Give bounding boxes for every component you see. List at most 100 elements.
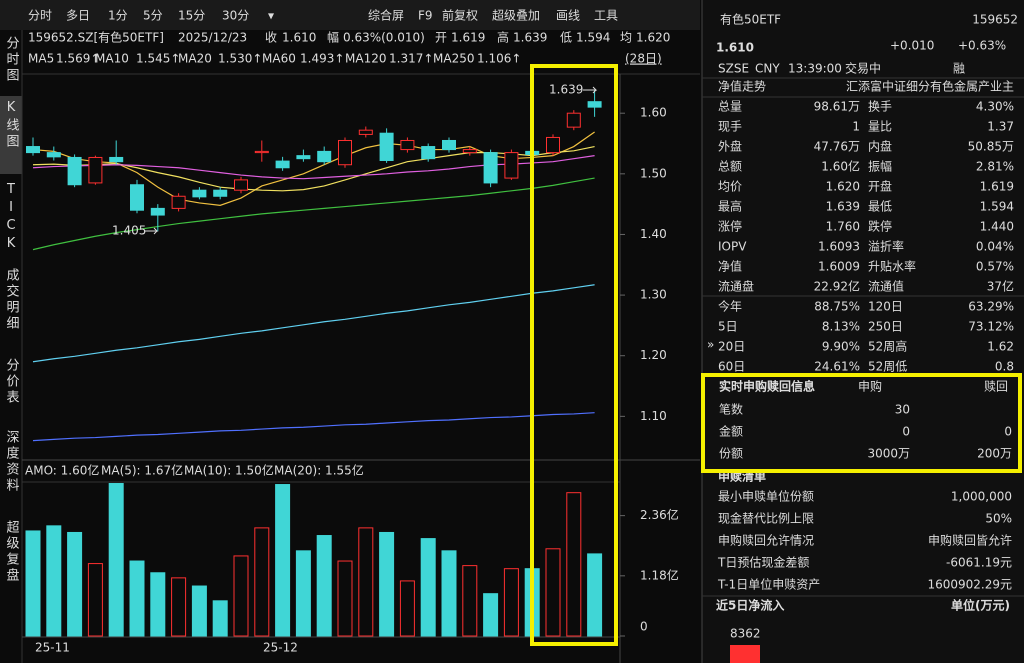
volume-bar (67, 531, 83, 637)
quote-label: 现手 (718, 120, 742, 134)
list-label: T日预估现金差额 (717, 555, 809, 570)
tool-button[interactable]: 工具 (594, 9, 618, 23)
volume-bar (233, 555, 249, 637)
quote-value: 0.8 (995, 360, 1014, 374)
date-label: 25-12 (263, 641, 298, 655)
volume-bar (587, 553, 603, 637)
ma-line (32, 177, 595, 251)
candle-body (421, 146, 436, 160)
period-label: (28日) (625, 52, 662, 66)
volume-tick-label: 0 (640, 620, 648, 634)
candle-body (254, 150, 269, 154)
quote-value: 73.12% (968, 320, 1014, 334)
tool-button[interactable]: 超级叠加 (492, 8, 540, 23)
candle-body (67, 156, 82, 186)
candle-body (546, 136, 560, 154)
candle-body (317, 150, 332, 163)
tool-button[interactable]: 综合屏 (368, 8, 404, 23)
quote-value: 1.619 (980, 180, 1014, 194)
quote-label: 今年 (718, 299, 742, 314)
volume-bar (275, 484, 291, 637)
candle-body (275, 160, 290, 169)
period-tab[interactable]: 1分 (108, 9, 128, 23)
info-value: 0.63%(0.010) (343, 31, 425, 45)
tool-button[interactable]: F9 (418, 9, 433, 23)
ma-line (32, 155, 595, 180)
ma-name: MA20 (178, 52, 212, 66)
dropdown-icon[interactable]: ▾ (268, 9, 274, 23)
quote-meta: CNY (755, 62, 780, 76)
period-tab[interactable]: 分时 (28, 9, 52, 23)
side-tab[interactable]: TICK (4, 182, 19, 254)
ma-value: 1.545↑ (136, 52, 180, 66)
quote-label: 流通盘 (718, 279, 754, 294)
side-tab[interactable]: 深度资料 (4, 430, 20, 494)
high-annotation: 1.639 (549, 83, 583, 97)
y-tick-label: 1.10 (640, 409, 667, 423)
quote-label: 换手 (868, 100, 892, 114)
list-label: 申购赎回允许情况 (718, 533, 814, 548)
quote-label: 流通值 (868, 279, 904, 294)
quote-label: 内盘 (868, 139, 892, 154)
quote-value: 1 (852, 120, 860, 134)
quote-value: 0.57% (976, 260, 1014, 274)
list-value: 50% (985, 512, 1012, 526)
y-tick-label: 1.50 (640, 166, 667, 180)
quote-value: 37亿 (987, 279, 1014, 294)
candle-body (234, 179, 248, 191)
candle-body (46, 152, 61, 158)
collapse-icon[interactable]: » (707, 338, 714, 352)
ma-value: 1.569↑ (56, 52, 100, 66)
volume-bar (191, 585, 207, 637)
subscription-buy: 0 (902, 425, 910, 439)
candle-body (296, 155, 311, 160)
quote-value: 47.76万 (814, 140, 860, 154)
volume-bar (358, 527, 374, 637)
tool-button[interactable]: 前复权 (442, 8, 478, 23)
period-tab[interactable]: 15分 (178, 9, 205, 23)
volume-legend: MA(10): 1.50亿 (184, 463, 274, 478)
toolbar-bg (0, 0, 700, 30)
quote-label: 涨停 (718, 219, 742, 234)
y-tick-label: 1.30 (640, 288, 667, 302)
quote-label: 总量 (718, 100, 742, 114)
quote-value: 1.6093 (818, 240, 860, 254)
subscription-buy: 30 (895, 403, 910, 417)
low-annotation: 1.405 (112, 224, 146, 238)
side-tab[interactable]: 分价表 (4, 358, 20, 406)
period-tab[interactable]: 多日 (66, 9, 90, 23)
ma-value: 1.530↑ (218, 52, 262, 66)
candle-body (109, 156, 124, 163)
quote-meta: 交易中 (845, 61, 881, 76)
quote-label: IOPV (718, 240, 747, 254)
volume-bar (441, 550, 457, 637)
flow-unit: 单位(万元) (951, 598, 1010, 613)
candle-body (504, 152, 519, 179)
quote-label: 外盘 (718, 139, 742, 154)
ma-line (32, 145, 595, 192)
period-tab[interactable]: 5分 (143, 9, 163, 23)
subscription-col: 申购 (858, 379, 882, 394)
tool-button[interactable]: 画线 (556, 9, 580, 23)
subscription-title: 实时申购赎回信息 (719, 379, 815, 394)
candle-body (566, 112, 581, 128)
quote-meta: SZSE (718, 62, 749, 76)
side-tab[interactable]: 分时图 (4, 36, 20, 84)
period-tab[interactable]: 30分 (222, 9, 249, 23)
subscription-sell: 0 (1004, 425, 1012, 439)
side-tab[interactable]: 成交明细 (4, 268, 20, 332)
candle-body (171, 195, 186, 209)
volume-bar (108, 483, 124, 637)
side-tab[interactable]: K线图 (4, 100, 20, 150)
fund-name: 汇添富中证细分有色金属产业主 (846, 79, 1014, 94)
y-tick-label: 1.60 (640, 106, 667, 120)
volume-bar (171, 577, 187, 637)
info-value: 1.610 (282, 31, 316, 45)
info-label: 幅 (327, 30, 339, 45)
ma-line (32, 412, 595, 442)
quote-label: 均价 (718, 180, 742, 194)
list-label: 最小申赎单位份额 (718, 489, 814, 504)
candle-body (442, 139, 456, 151)
side-tab[interactable]: 超级复盘 (4, 520, 20, 584)
quote-value: 98.61万 (814, 100, 860, 114)
